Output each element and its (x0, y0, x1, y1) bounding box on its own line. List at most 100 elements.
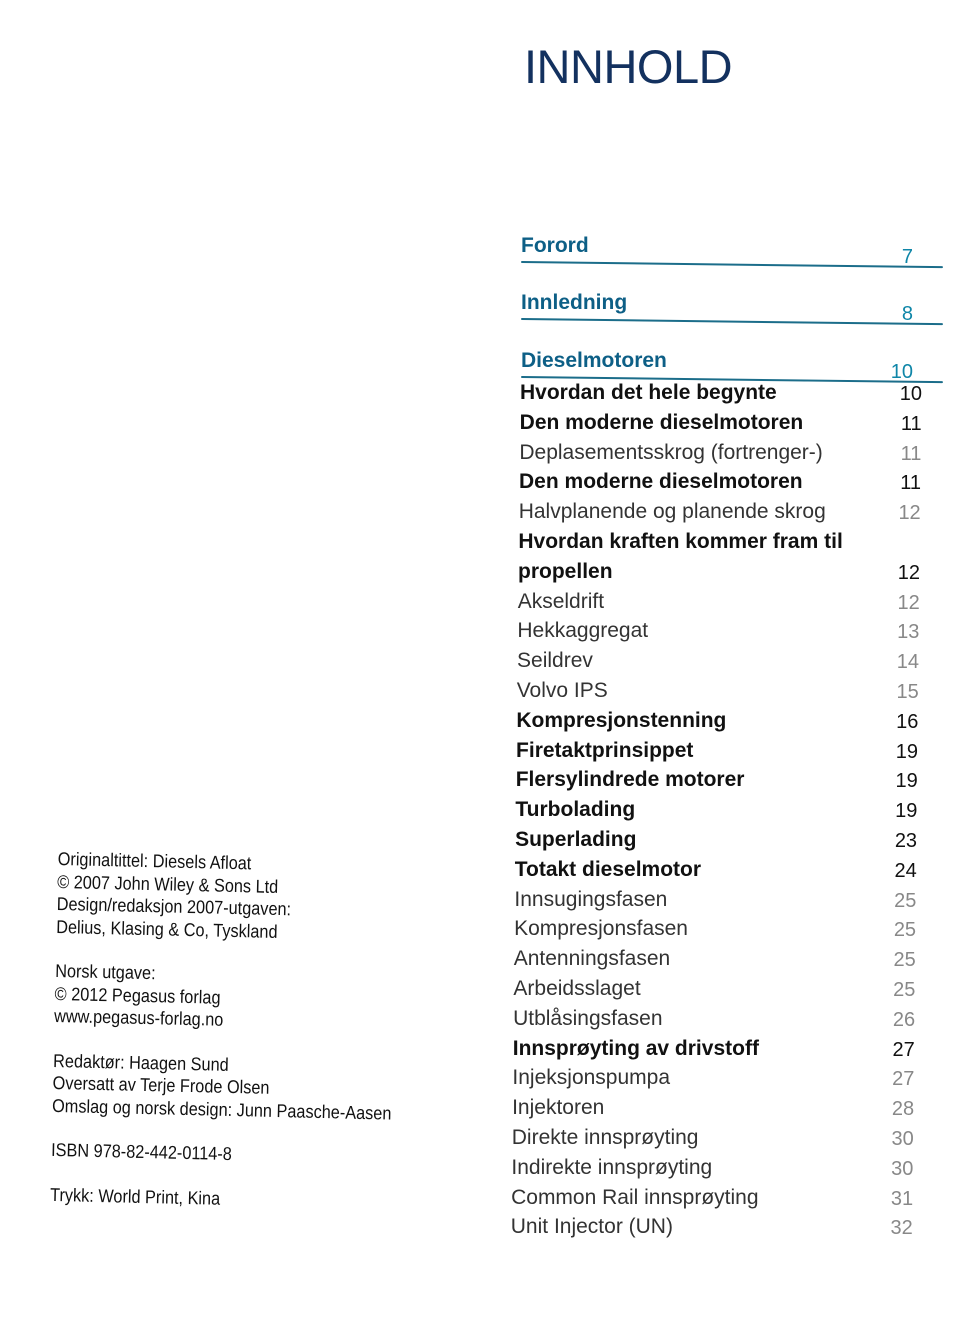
toc-entry-page: 25 (893, 978, 916, 1001)
toc-entry-title: Utblåsingsfasen (513, 1006, 663, 1030)
toc-entry-title: Injektoren (512, 1096, 605, 1120)
toc-entry-page: 25 (894, 889, 917, 912)
toc-entry-title: Injeksjonspumpa (512, 1066, 671, 1090)
section-label: Forord (521, 234, 589, 257)
toc-entry-title: Totakt dieselmotor (514, 857, 702, 881)
toc-entry: Turbolading 19 (515, 795, 925, 825)
toc-entry: Seildrev 14 (517, 646, 927, 676)
toc-entry-page: 11 (900, 412, 922, 435)
toc-entry-page: 19 (895, 770, 918, 793)
toc-entry-title: Den moderne dieselmotoren (519, 410, 804, 434)
toc-entry: Direkte innsprøyting 30 (512, 1123, 922, 1153)
toc-entry-page: 12 (898, 502, 921, 525)
toc-entry: propellen 12 (518, 557, 928, 587)
toc-entry: Deplasementsskrog (fortrenger-) 11 (519, 438, 929, 468)
toc-entry-title: Turbolading (515, 798, 636, 822)
toc-entry-title: Den moderne dieselmotoren (519, 470, 803, 494)
toc-entry-page: 27 (892, 1038, 915, 1061)
toc-entry-page: 11 (900, 442, 922, 465)
toc-entry: Innsugingsfasen 25 (514, 885, 924, 915)
toc-entry-title: Superlading (515, 827, 637, 851)
section-page: 7 (901, 246, 913, 268)
toc-entry-page: 30 (891, 1157, 914, 1180)
toc-entry-title: Indirekte innsprøyting (511, 1155, 713, 1179)
toc-entry-title: Hvordan det hele begynte (520, 381, 777, 404)
toc-section-dieselmotoren: Dieselmotoren 10 (520, 349, 943, 384)
toc-entry-title: Firetaktprinsippet (516, 738, 694, 762)
toc-entry-title: Halvplanende og planende skrog (518, 500, 826, 524)
toc-entry-title: Seildrev (517, 649, 593, 673)
toc-section-forord: Forord 7 (520, 234, 943, 269)
toc-entry: Hvordan kraften kommer fram til (518, 527, 928, 557)
toc-entry-page: 27 (892, 1068, 915, 1091)
toc-entry-title: Kompresjonstenning (516, 708, 727, 732)
section-rule (520, 318, 943, 326)
toc-entry-page: 15 (896, 680, 919, 703)
toc-section-innledning: Innledning 8 (520, 291, 943, 326)
toc-entry: Halvplanende og planende skrog 12 (519, 497, 929, 527)
toc-entry-page: 31 (890, 1187, 914, 1210)
toc-entry-title: Kompresjonsfasen (514, 917, 688, 941)
toc-entry-page: 24 (894, 859, 917, 882)
toc-entry-page: 23 (894, 829, 918, 852)
section-page: 8 (901, 303, 913, 325)
toc-entry: Den moderne dieselmotoren 11 (519, 467, 929, 497)
toc-entry: Antenningsfasen 25 (514, 944, 924, 974)
toc-entry-title: Deplasementsskrog (fortrenger-) (519, 440, 823, 464)
toc-entry: Akseldrift 12 (518, 587, 928, 617)
toc-entry: Den moderne dieselmotoren 11 (520, 408, 930, 438)
toc-entry: Injektoren 28 (512, 1093, 922, 1123)
toc-entry: Totakt dieselmotor 24 (515, 855, 925, 885)
toc-entry: Flersylindrede motorer 19 (516, 765, 926, 795)
toc-entry: Innsprøyting av drivstoff 27 (513, 1034, 923, 1064)
toc-entry-title: Hekkaggregat (517, 619, 649, 643)
section-label: Dieselmotoren (521, 349, 667, 372)
toc-entry: Injeksjonspumpa 27 (512, 1063, 922, 1093)
toc-entry-page: 25 (893, 949, 916, 972)
toc-entry: Arbeidsslaget 25 (513, 974, 923, 1004)
toc-entry: Volvo IPS 15 (517, 676, 927, 706)
section-rule (520, 261, 943, 269)
toc-entry-page: 19 (895, 740, 919, 763)
toc-entry-page: 19 (895, 800, 918, 823)
toc-entry-page: 16 (896, 710, 919, 733)
toc-entry-title: Direkte innsprøyting (511, 1125, 699, 1149)
toc-entry-title: Akseldrift (517, 589, 605, 613)
colophon: Originaltittel: Diesels Afloat © 2007 Jo… (50, 848, 444, 1215)
toc-entry: Kompresjonstenning 16 (516, 706, 926, 736)
toc-entries: Hvordan det hele begynte 10 Den moderne di… (511, 378, 930, 1242)
toc-entry: Common Rail innsprøyting 31 (511, 1183, 921, 1213)
toc-entry-page: 12 (897, 561, 921, 584)
toc-entry-page: 25 (893, 919, 917, 942)
toc-entry-title: Unit Injector (UN) (510, 1215, 673, 1239)
toc-entry: Indirekte innsprøyting 30 (511, 1153, 921, 1183)
toc-entry-title: Volvo IPS (516, 678, 608, 702)
toc-entry-page: 30 (891, 1127, 914, 1150)
section-label: Innledning (521, 291, 628, 314)
toc-entry-page: 28 (891, 1098, 915, 1121)
toc-entry: Unit Injector (UN) 32 (511, 1212, 921, 1242)
toc-entry-page: 12 (897, 591, 920, 614)
toc-entry: Superlading 23 (515, 825, 925, 855)
toc-entry: Kompresjonsfasen 25 (514, 914, 924, 944)
section-page: 10 (890, 361, 913, 383)
toc-entry-page: 11 (900, 472, 922, 495)
toc-entry: Firetaktprinsippet 19 (516, 736, 926, 766)
toc-entry-title: Innsugingsfasen (514, 887, 668, 911)
toc-entry-page: 32 (890, 1217, 913, 1240)
toc-entry-title: Arbeidsslaget (513, 976, 641, 1000)
toc-entry-title: propellen (518, 559, 613, 583)
toc-entry-title: Flersylindrede motorer (515, 768, 745, 792)
toc-entry: Hvordan det hele begynte 10 (520, 378, 930, 408)
toc-entry: Hekkaggregat 13 (517, 616, 927, 646)
toc-entry-title: Innsprøyting av drivstoff (512, 1036, 759, 1060)
page-title: INNHOLD (524, 40, 733, 94)
toc-entry-page: 14 (896, 651, 920, 674)
toc-entry-page: 10 (899, 383, 922, 405)
toc-entry-title: Antenningsfasen (513, 947, 671, 971)
toc-entry-page: 13 (897, 621, 920, 644)
toc-entry-title: Common Rail innsprøyting (511, 1185, 759, 1209)
toc-entry-title: Hvordan kraften kommer fram til (518, 529, 843, 553)
toc-entry: Utblåsingsfasen 26 (513, 1004, 923, 1034)
toc-entry-page: 26 (892, 1008, 916, 1031)
